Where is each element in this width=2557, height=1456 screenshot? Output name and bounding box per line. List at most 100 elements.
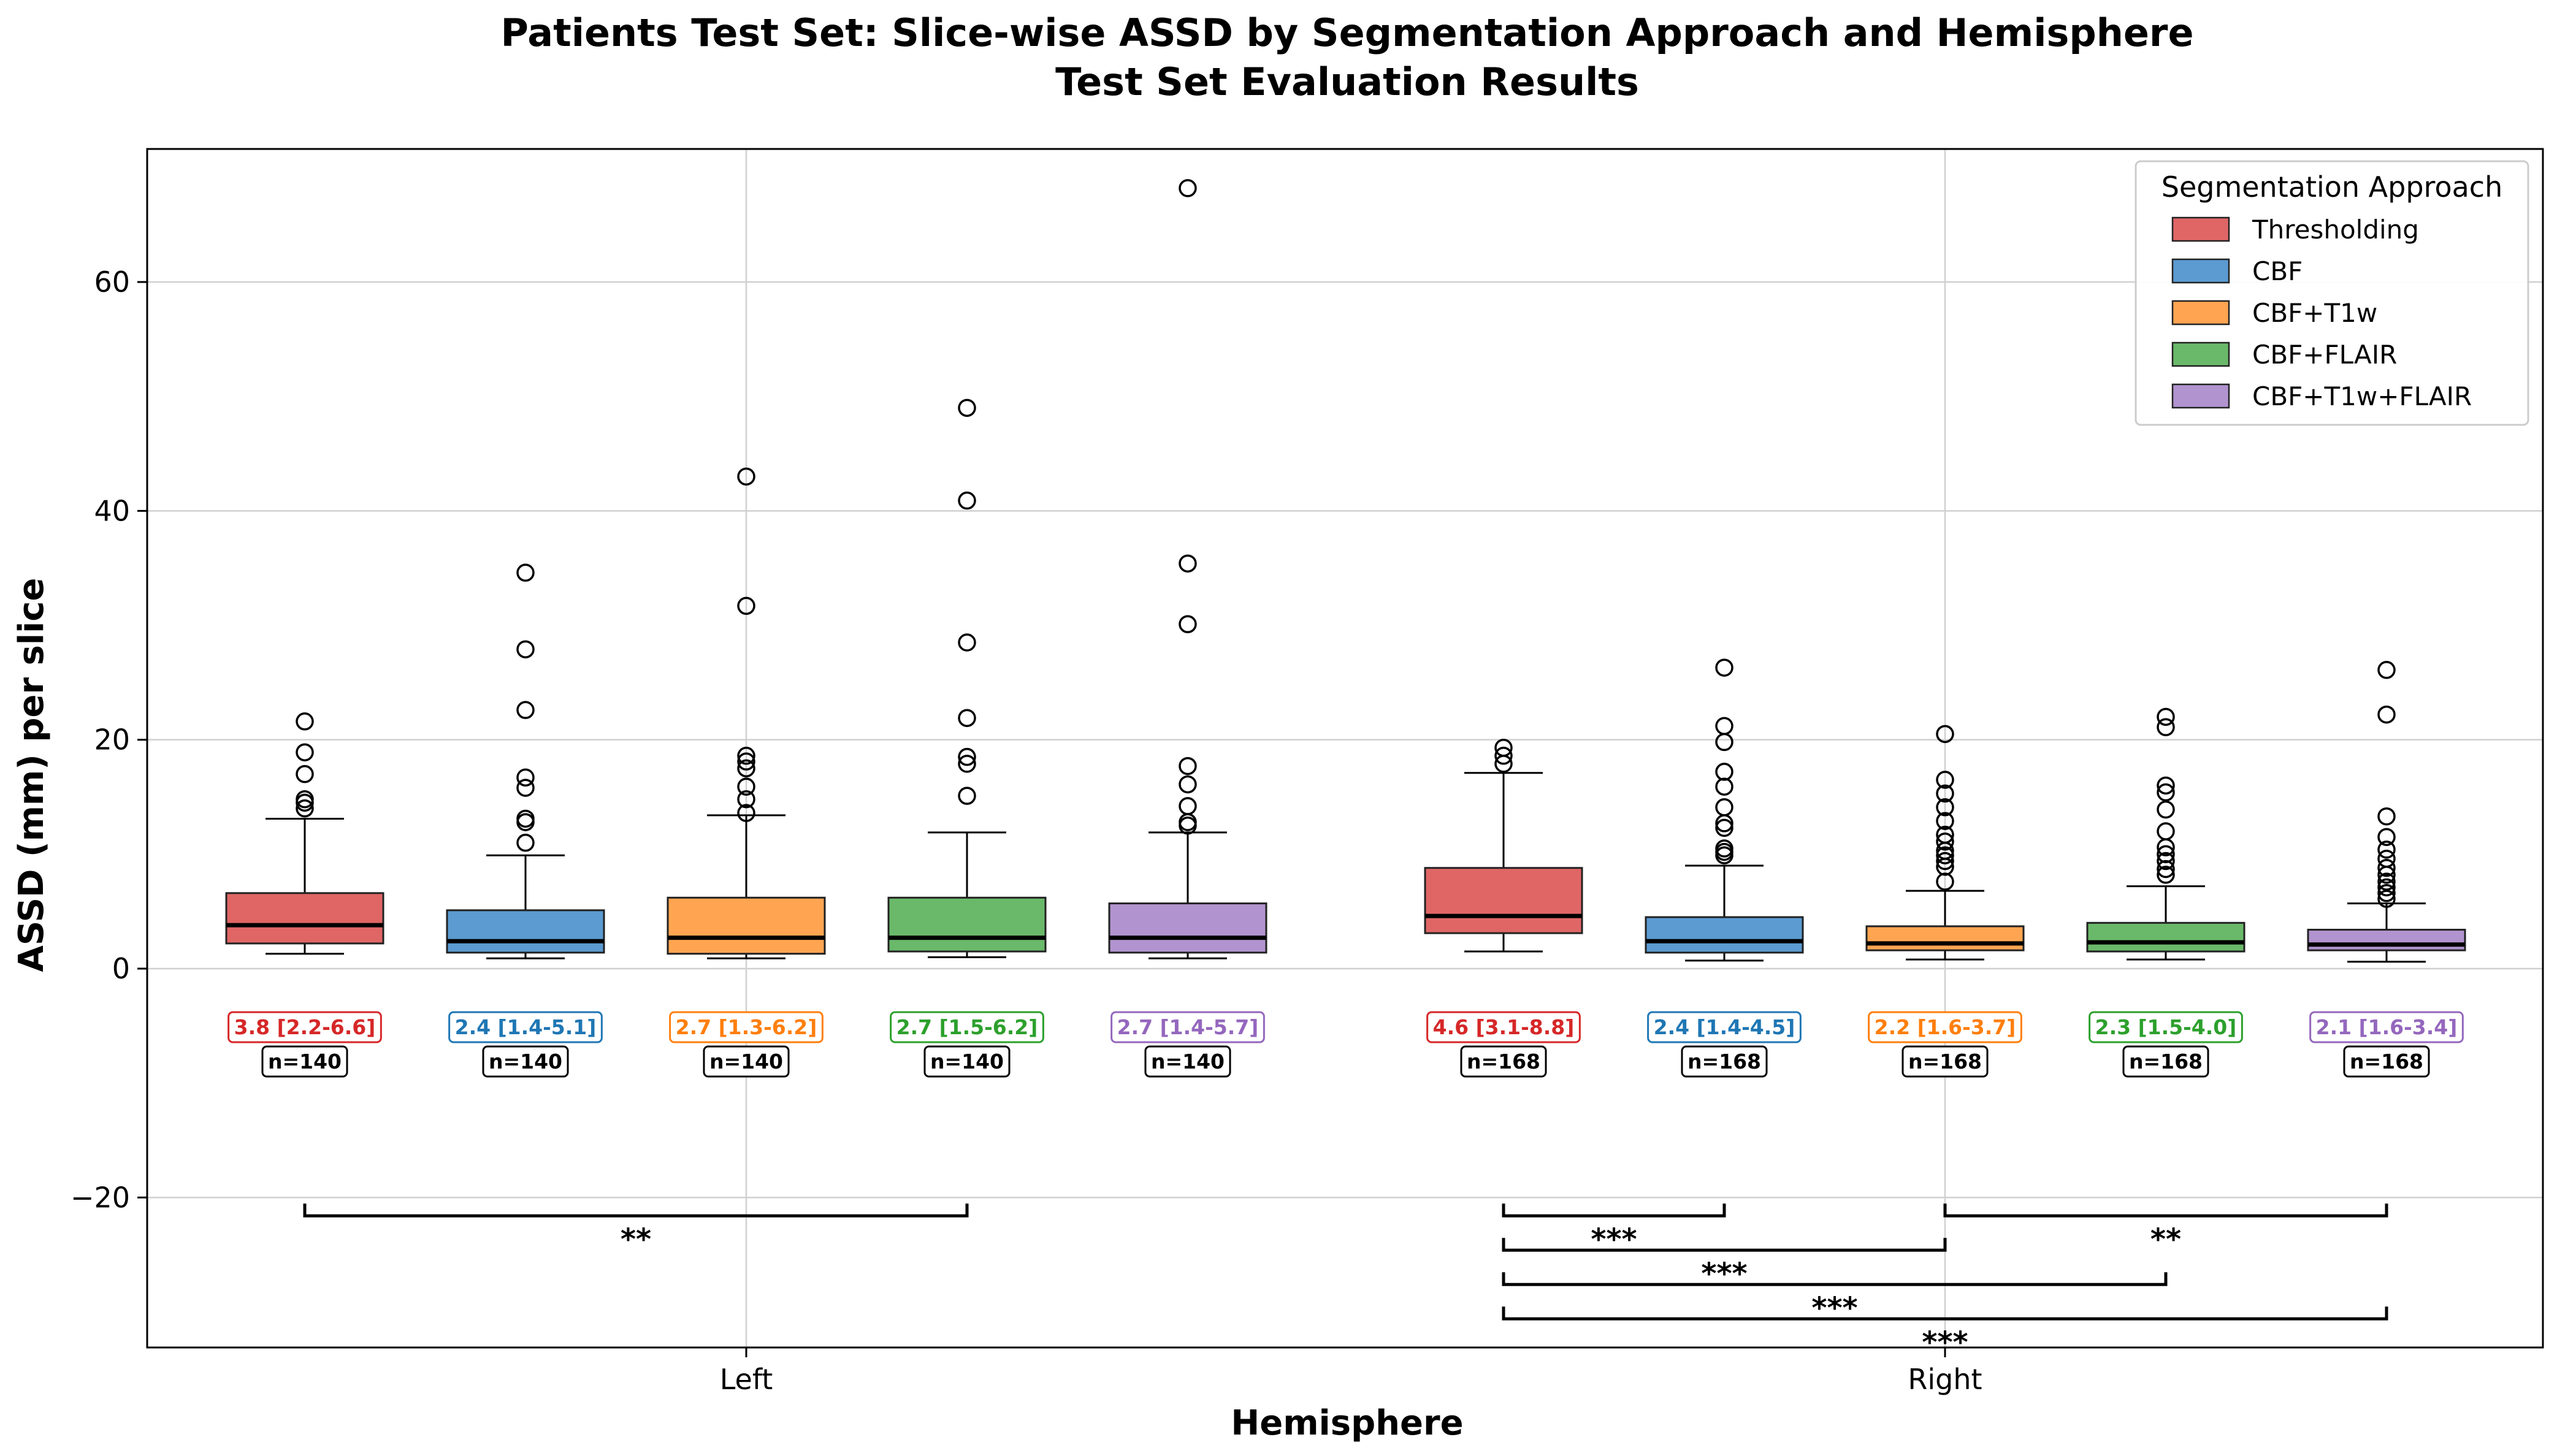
outlier-point bbox=[296, 712, 314, 731]
y-tick-label: 20 bbox=[94, 723, 130, 757]
outlier-point bbox=[296, 799, 314, 818]
stat-label-box bbox=[1868, 1011, 2022, 1043]
outlier-point bbox=[1715, 658, 1733, 677]
significance-label: *** bbox=[1811, 1291, 1857, 1325]
outlier-point bbox=[737, 777, 755, 796]
outlier-point bbox=[958, 747, 976, 766]
outlier-point bbox=[1936, 833, 1954, 851]
sample-size-box bbox=[1144, 1045, 1231, 1078]
stat-label: 2.7 [1.3-6.2] bbox=[676, 1015, 817, 1039]
stat-label-box bbox=[2309, 1011, 2464, 1043]
outlier-point bbox=[1936, 771, 1954, 789]
sample-size-label: n=168 bbox=[1467, 1050, 1540, 1073]
axes-frame bbox=[146, 148, 2544, 1349]
stat-label-box bbox=[1647, 1011, 1802, 1043]
outlier-point bbox=[737, 747, 755, 765]
significance-label: *** bbox=[1591, 1222, 1637, 1257]
outlier-point bbox=[2377, 840, 2396, 859]
outlier-point bbox=[2377, 858, 2396, 877]
outlier-point bbox=[516, 563, 535, 582]
outlier-point bbox=[958, 398, 976, 417]
legend-entry-label: CBF+T1w+FLAIR bbox=[2252, 381, 2472, 411]
outlier-point bbox=[1936, 784, 1954, 803]
sample-size-label: n=168 bbox=[1908, 1050, 1982, 1073]
outlier-point bbox=[1715, 839, 1733, 858]
outlier-point bbox=[2157, 776, 2175, 795]
stat-label-box bbox=[1426, 1011, 1581, 1043]
legend-swatch bbox=[2171, 341, 2230, 367]
outlier-point bbox=[296, 743, 314, 761]
outlier-point bbox=[2377, 884, 2396, 902]
legend-entry-label: CBF+FLAIR bbox=[2252, 340, 2397, 370]
outlier-point bbox=[1936, 725, 1954, 744]
outlier-point bbox=[958, 709, 976, 727]
bracket-line bbox=[1502, 1272, 2168, 1286]
box-iqr bbox=[1645, 916, 1804, 954]
bracket-line bbox=[1943, 1203, 2388, 1218]
legend-frame bbox=[2135, 160, 2529, 426]
stat-label-box bbox=[890, 1011, 1044, 1043]
legend-swatch bbox=[2171, 300, 2230, 326]
legend-entry-label: CBF bbox=[2252, 256, 2303, 286]
box-iqr bbox=[1108, 902, 1267, 954]
bracket-line bbox=[1502, 1203, 1726, 1218]
outlier-point bbox=[2157, 800, 2175, 819]
y-axis-label: ASSD (mm) per slice bbox=[12, 578, 52, 972]
stat-label-box bbox=[448, 1011, 603, 1043]
outlier-point bbox=[737, 759, 755, 778]
outlier-point bbox=[737, 790, 755, 809]
stat-label: 4.6 [3.1-8.8] bbox=[1433, 1015, 1575, 1039]
significance-label: *** bbox=[1701, 1257, 1747, 1291]
outlier-point bbox=[1179, 775, 1197, 794]
outlier-point bbox=[737, 597, 755, 616]
sample-size-box bbox=[1902, 1045, 1989, 1078]
stat-label: 2.4 [1.4-5.1] bbox=[455, 1015, 597, 1039]
outlier-point bbox=[737, 752, 755, 771]
y-tick-label: 60 bbox=[94, 265, 130, 299]
outlier-point bbox=[2157, 866, 2175, 884]
x-tick-label: Right bbox=[1908, 1363, 1982, 1396]
stat-label-box bbox=[2089, 1011, 2243, 1043]
sample-size-box bbox=[703, 1045, 790, 1078]
outlier-point bbox=[1715, 763, 1733, 781]
box-iqr bbox=[2307, 929, 2466, 951]
box-iqr bbox=[2086, 921, 2245, 953]
legend-swatch bbox=[2171, 258, 2230, 284]
outlier-point bbox=[516, 809, 535, 828]
chart-title: Patients Test Set: Slice-wise ASSD by Se… bbox=[500, 10, 2193, 55]
stat-label: 2.7 [1.4-5.7] bbox=[1117, 1015, 1259, 1039]
outlier-point bbox=[958, 491, 976, 510]
outlier-point bbox=[2157, 845, 2175, 864]
outlier-point bbox=[1936, 798, 1954, 817]
stat-label: 3.8 [2.2-6.6] bbox=[234, 1015, 376, 1039]
outlier-point bbox=[2377, 878, 2396, 897]
stat-label-box bbox=[227, 1011, 382, 1043]
sample-size-label: n=140 bbox=[489, 1050, 562, 1073]
sample-size-label: n=140 bbox=[709, 1050, 783, 1073]
sample-size-box bbox=[2343, 1045, 2430, 1078]
box-right-cbf-flair: 2.3 [1.5-4.0] n=168 bbox=[2086, 707, 2245, 1078]
outlier-point bbox=[1494, 738, 1513, 757]
box-right-cbf-t1w: 2.2 [1.6-3.7] n=168 bbox=[1865, 725, 2025, 1078]
outlier-point bbox=[1179, 757, 1197, 776]
box-left-cbf: 2.4 [1.4-5.1] n=140 bbox=[446, 563, 605, 1078]
outlier-point bbox=[1179, 179, 1197, 197]
y-tick-label: 40 bbox=[94, 494, 130, 527]
outlier-point bbox=[2157, 852, 2175, 871]
box-iqr bbox=[446, 909, 605, 954]
sample-size-box bbox=[1460, 1045, 1547, 1078]
significance-label: ** bbox=[621, 1222, 651, 1257]
outlier-point bbox=[516, 701, 535, 719]
outlier-point bbox=[2157, 707, 2175, 726]
outlier-point bbox=[1179, 554, 1197, 573]
box-left-cbf-t1w: 2.7 [1.3-6.2] n=140 bbox=[667, 467, 826, 1078]
legend: Segmentation Approach Thresholding CBF CBF+… bbox=[2135, 160, 2529, 426]
box-left-thresholding: 3.8 [2.2-6.6] n=140 bbox=[225, 712, 384, 1078]
outlier-point bbox=[1936, 846, 1954, 864]
outlier-point bbox=[1715, 798, 1733, 817]
outlier-point bbox=[2157, 822, 2175, 840]
stat-label: 2.2 [1.6-3.7] bbox=[1875, 1015, 2016, 1039]
legend-title: Segmentation Approach bbox=[2161, 170, 2502, 204]
